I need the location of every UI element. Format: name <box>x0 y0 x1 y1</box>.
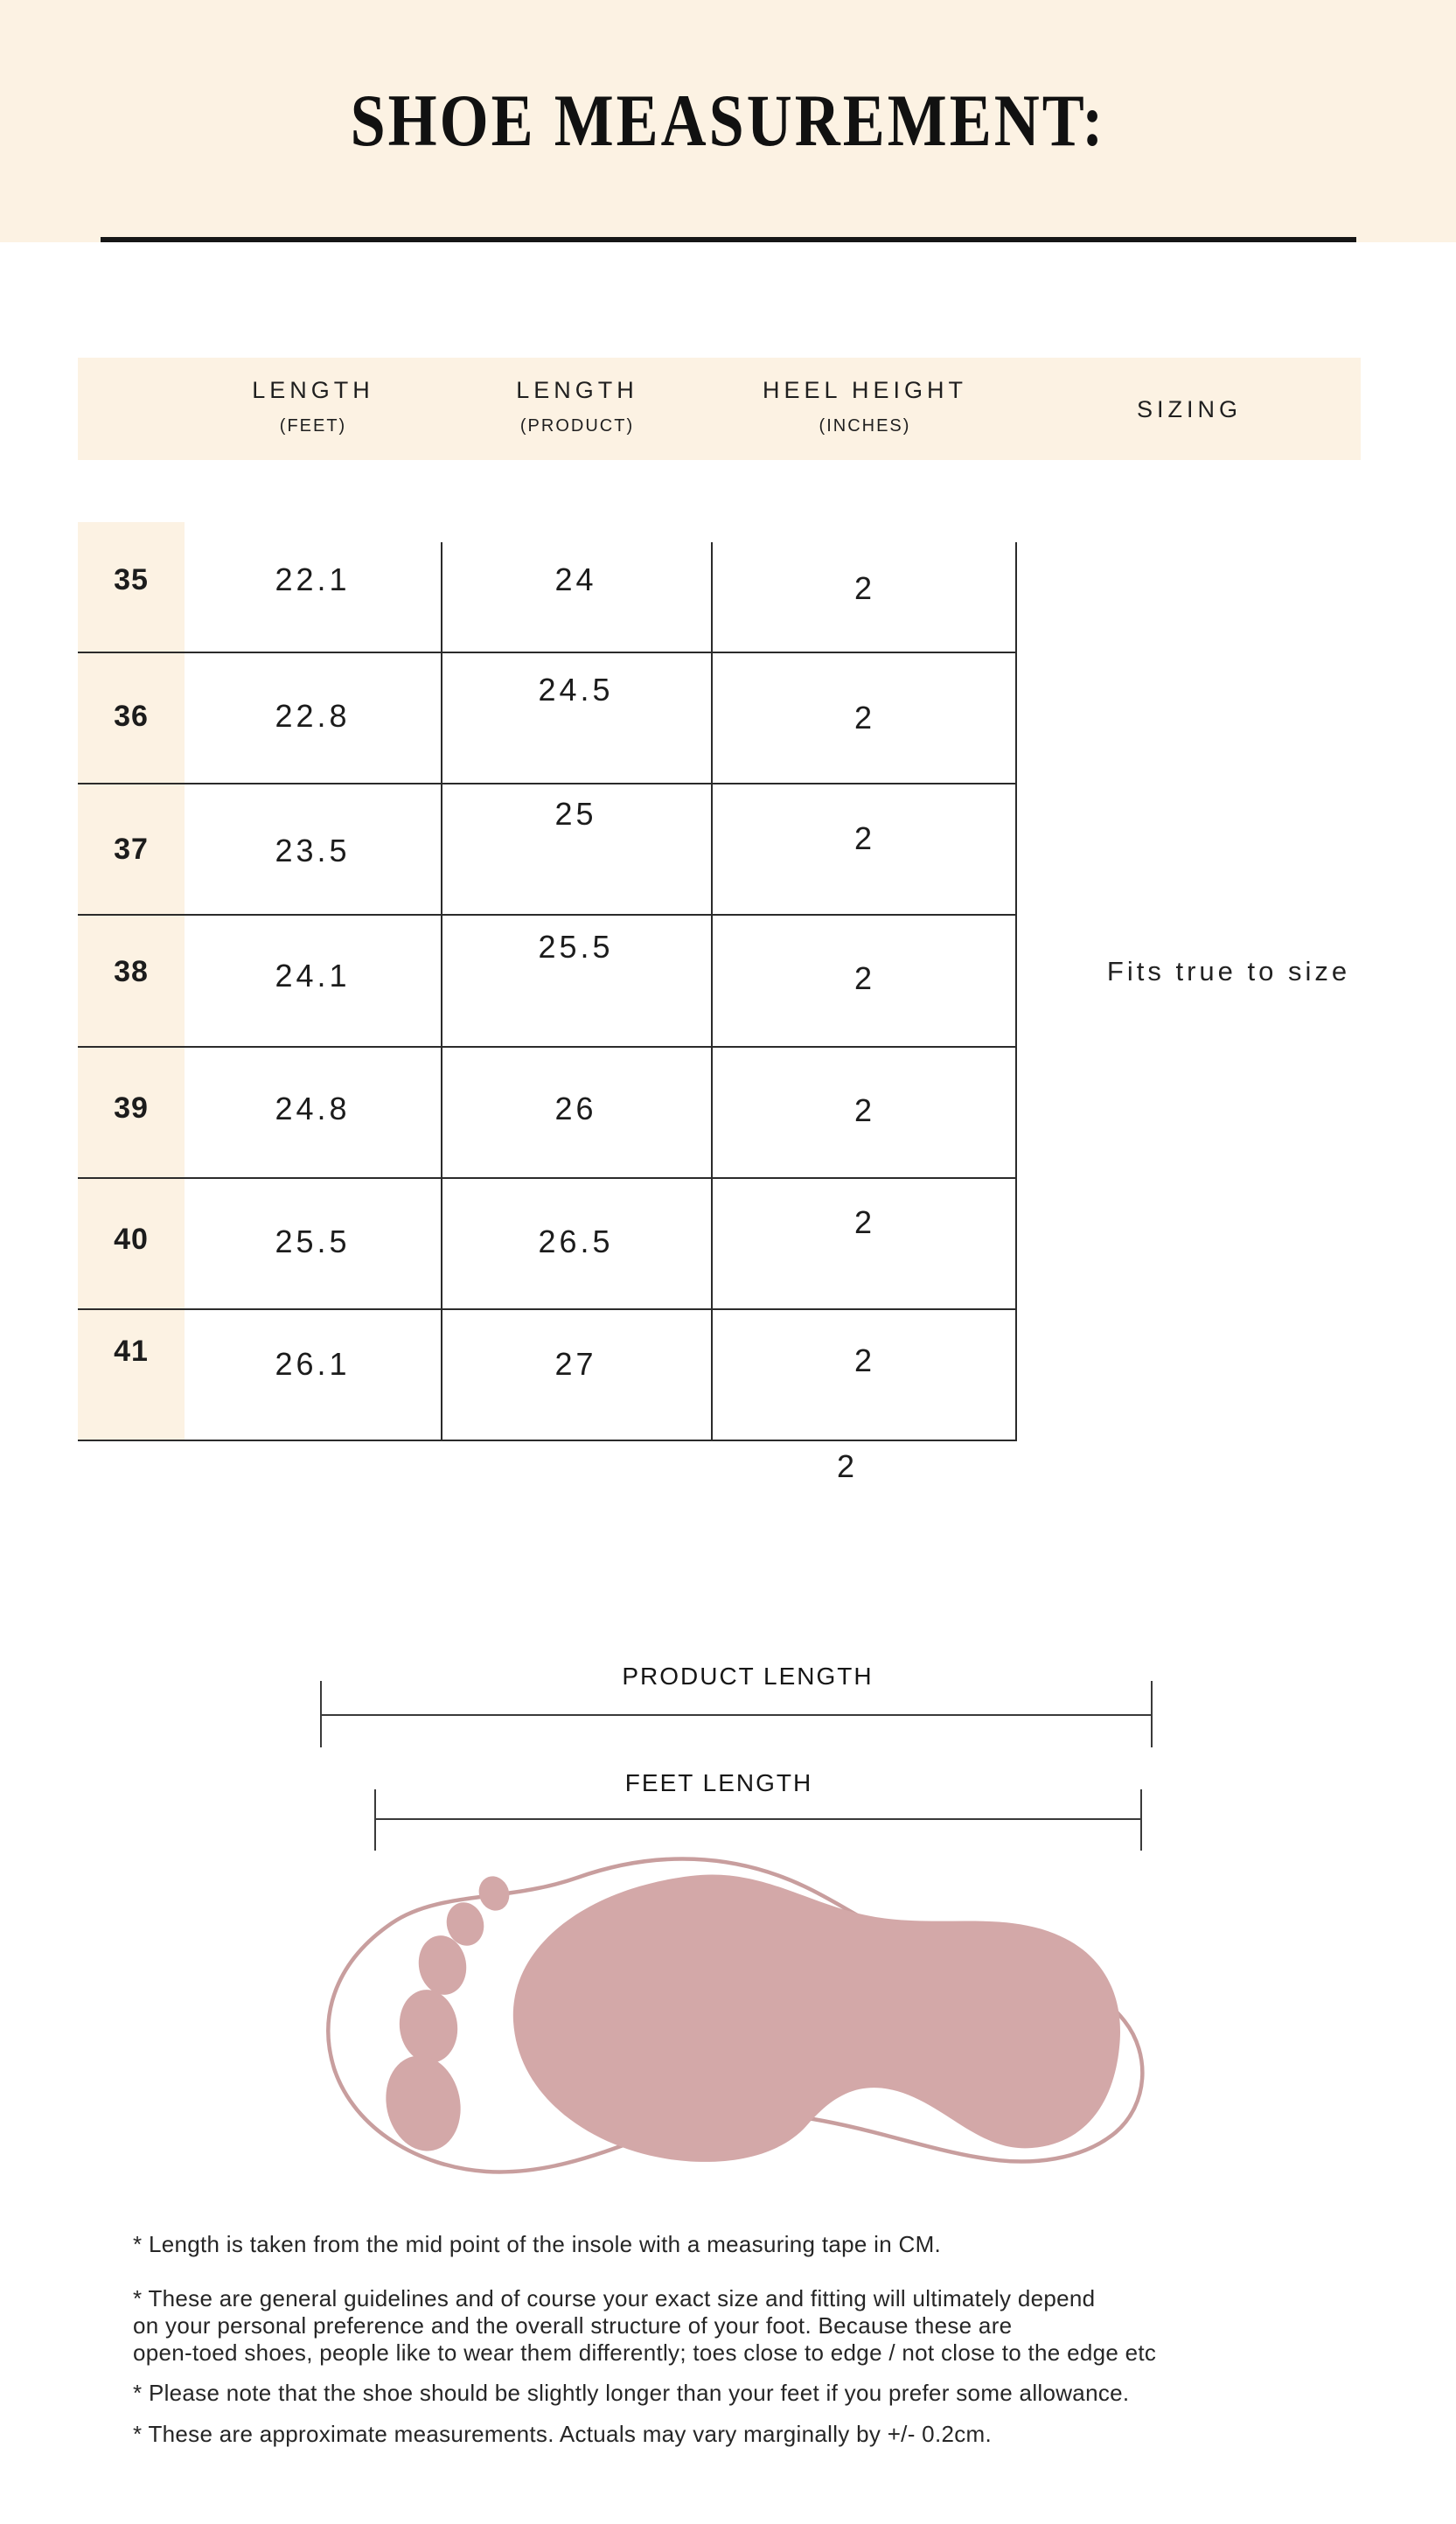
value-cell: 22.8 <box>275 698 351 735</box>
value-cell: 24.5 <box>538 672 614 708</box>
table-vertical-divider <box>1015 542 1017 1441</box>
size-cell: 37 <box>114 832 149 866</box>
foot-toe-3 <box>418 1935 467 1995</box>
title-divider <box>101 237 1356 242</box>
size-cell: 41 <box>114 1335 149 1369</box>
size-cell: 36 <box>114 699 149 733</box>
value-cell: 26.1 <box>275 1345 351 1382</box>
column-header-label: SIZING <box>1136 396 1242 422</box>
column-header-length-feet: LENGTH (FEET) <box>173 377 453 436</box>
product-length-tick-left <box>320 1681 322 1747</box>
value-cell: 25.5 <box>275 1223 351 1259</box>
column-header-label: HEEL HEIGHT <box>762 377 968 403</box>
size-cell: 39 <box>114 1091 149 1126</box>
value-cell: 25 <box>554 796 597 833</box>
foot-toe-2 <box>399 1990 458 2063</box>
column-header-sublabel: (INCHES) <box>819 416 911 436</box>
value-cell: 2 <box>853 820 874 857</box>
table-row: 36 22.8 24.5 2 <box>78 653 1017 785</box>
value-cell: 24.1 <box>275 958 351 994</box>
page-title: SHOE MEASUREMENT: <box>350 79 1106 163</box>
value-cell: 2 <box>853 570 874 607</box>
value-cell: 24.8 <box>275 1090 351 1126</box>
value-cell: 2 <box>853 1091 874 1128</box>
column-header-sublabel: (PRODUCT) <box>519 416 635 436</box>
footnote: * Please note that the shoe should be sl… <box>133 2380 1130 2406</box>
feet-length-tick-right <box>1140 1789 1142 1851</box>
table-header-band: LENGTH (FEET) LENGTH (PRODUCT) HEEL HEIG… <box>78 358 1361 460</box>
size-column-background <box>78 522 185 1441</box>
value-cell: 25.5 <box>538 929 614 966</box>
column-header-label: LENGTH <box>516 377 638 403</box>
foot-toe-5 <box>478 1876 510 1911</box>
feet-length-tick-left <box>374 1789 376 1851</box>
product-length-line <box>320 1714 1153 1716</box>
footnote: * These are general guidelines and of co… <box>133 2285 1157 2366</box>
value-cell: 24 <box>554 561 597 598</box>
feet-length-label: FEET LENGTH <box>624 1769 813 1796</box>
table-row: 35 22.1 24 2 <box>78 522 1017 654</box>
foot-sole <box>512 1874 1121 2162</box>
value-cell: 26 <box>554 1090 597 1126</box>
column-header-label: LENGTH <box>252 377 374 403</box>
table-vertical-divider <box>441 542 442 1441</box>
table-row: 39 24.8 26 2 <box>78 1048 1017 1179</box>
column-header-length-product: LENGTH (PRODUCT) <box>437 377 717 436</box>
column-header-heel-height: HEEL HEIGHT (INCHES) <box>725 377 1005 436</box>
value-cell: 2 <box>853 1203 874 1240</box>
product-length-label: PRODUCT LENGTH <box>622 1663 874 1690</box>
table-row: 41 26.1 27 2 <box>78 1310 1017 1441</box>
foot-toe-4 <box>446 1902 484 1946</box>
table-row: 38 24.1 25.5 2 <box>78 916 1017 1048</box>
table-row: 37 23.5 25 2 <box>78 784 1017 917</box>
size-table: 35 22.1 24 2 36 22.8 24.5 2 37 23.5 25 2 38 24.1 25.5 2… <box>78 522 1017 1441</box>
feet-length-line <box>374 1818 1142 1820</box>
title-band: SHOE MEASUREMENT: <box>0 0 1456 242</box>
stray-heel-value: 2 <box>836 1448 857 1484</box>
footnote: * Length is taken from the mid point of … <box>133 2231 942 2257</box>
value-cell: 2 <box>853 960 874 997</box>
size-cell: 38 <box>114 954 149 988</box>
value-cell: 26.5 <box>538 1223 614 1259</box>
value-cell: 22.1 <box>275 561 351 598</box>
table-row: 40 25.5 26.5 2 <box>78 1179 1017 1310</box>
value-cell: 27 <box>554 1345 597 1382</box>
sizing-note: Fits true to size <box>1106 956 1351 987</box>
value-cell: 23.5 <box>275 833 351 869</box>
column-header-sublabel: (FEET) <box>279 416 347 436</box>
value-cell: 2 <box>853 1342 874 1378</box>
column-header-sizing: SIZING <box>1049 396 1329 423</box>
foot-toe-big <box>386 2055 461 2151</box>
table-rows: 35 22.1 24 2 36 22.8 24.5 2 37 23.5 25 2 38 24.1 25.5 2… <box>78 522 1017 1441</box>
size-cell: 35 <box>114 562 149 596</box>
footprint-illustration <box>326 1857 1145 2174</box>
value-cell: 2 <box>853 700 874 736</box>
product-length-tick-right <box>1151 1681 1153 1747</box>
footnote: * These are approximate measurements. Ac… <box>133 2421 993 2447</box>
size-cell: 40 <box>114 1223 149 1257</box>
table-vertical-divider <box>711 542 713 1441</box>
